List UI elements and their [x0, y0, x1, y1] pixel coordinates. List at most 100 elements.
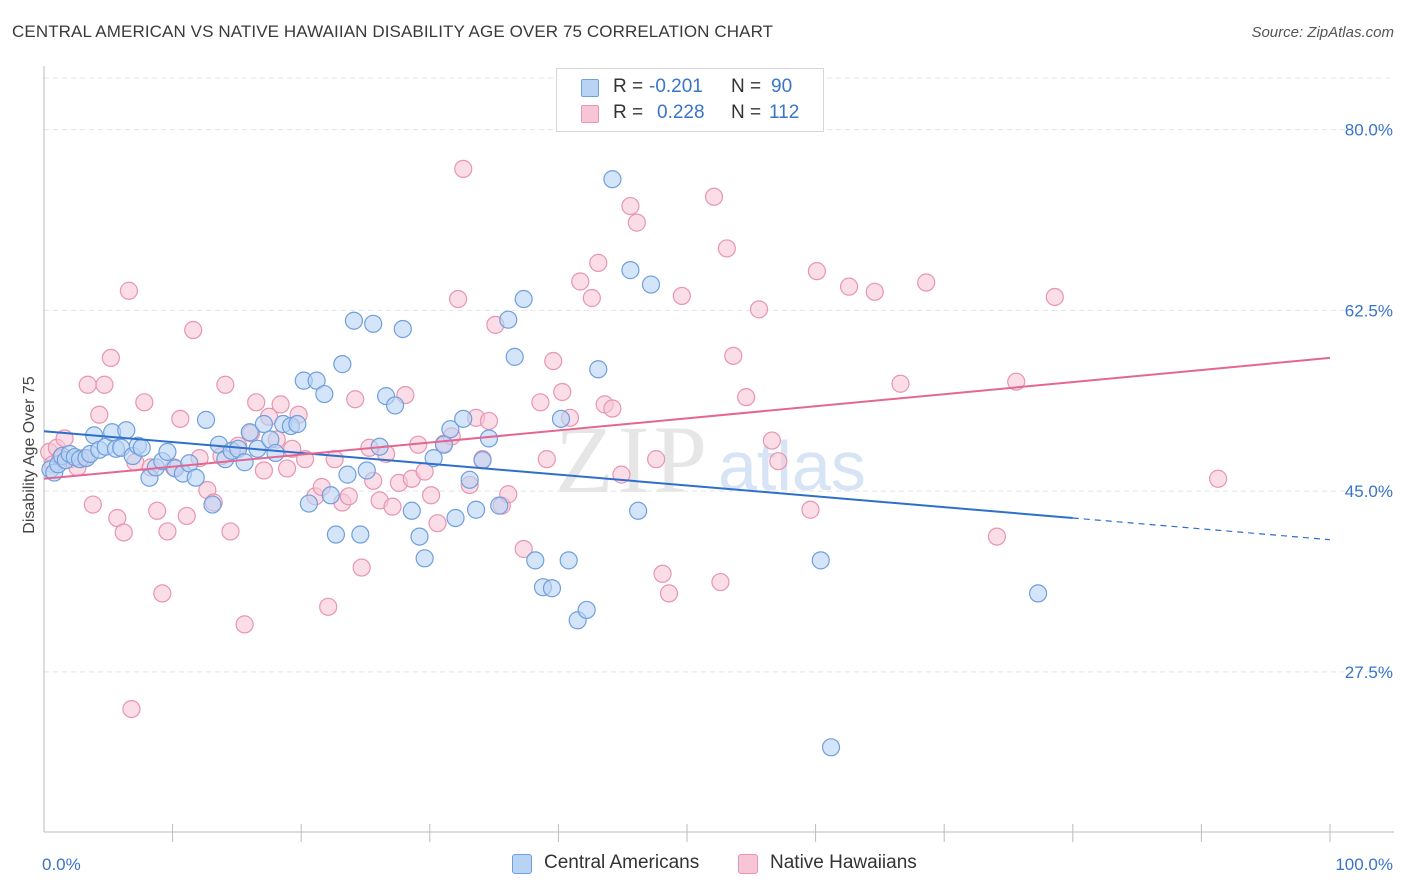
data-point: [724, 346, 743, 365]
data-point: [582, 288, 601, 308]
data-point: [307, 371, 326, 390]
data-point: [171, 409, 190, 428]
data-point: [415, 549, 434, 568]
data-point: [811, 551, 830, 570]
data-point: [653, 564, 672, 583]
y-axis-label: Disability Age Over 75: [21, 376, 38, 534]
data-point: [254, 461, 274, 480]
data-point: [1028, 584, 1048, 603]
legend-r-value: 0.228: [657, 102, 705, 123]
legend-row-native-hawaiians: R = 0.228 N = 112: [557, 101, 823, 127]
data-point: [672, 286, 691, 306]
trend-line-central-americans-extension: [1072, 517, 1331, 541]
data-point: [762, 431, 781, 450]
data-point: [473, 451, 492, 470]
chart-title: CENTRAL AMERICAN VS NATIVE HAWAIIAN DISA…: [12, 22, 774, 41]
data-point: [434, 435, 454, 454]
trend-line-central-americans: [43, 430, 1073, 520]
data-point: [577, 600, 596, 620]
data-point: [247, 393, 266, 412]
data-point: [315, 384, 334, 404]
data-point: [385, 396, 405, 415]
data-point: [410, 527, 429, 546]
data-point: [821, 738, 841, 757]
data-point: [807, 262, 826, 281]
data-point: [235, 615, 254, 634]
x-tick-labels: 0.0% 100.0%: [42, 855, 1393, 874]
data-point: [505, 347, 524, 366]
data-point: [288, 414, 307, 434]
data-point: [83, 495, 102, 514]
data-point: [78, 375, 97, 394]
data-point: [559, 551, 578, 570]
data-point: [544, 351, 563, 371]
data-point: [621, 196, 640, 216]
data-point: [364, 314, 383, 333]
data-point: [839, 277, 859, 296]
legend-n-label: N =: [731, 102, 762, 123]
legend-r-value: -0.201: [649, 76, 703, 97]
data-point: [321, 486, 340, 505]
data-point: [801, 500, 820, 519]
data-point: [551, 409, 571, 428]
legend-n-label: N =: [731, 76, 762, 97]
legend-label: Native Hawaiians: [770, 852, 917, 873]
data-point: [446, 508, 465, 528]
data-point: [216, 375, 235, 394]
legend-label: Central Americans: [544, 852, 700, 873]
data-point: [629, 501, 648, 520]
data-point: [441, 420, 460, 439]
data-point: [235, 453, 254, 472]
x-tick-label: 0.0%: [42, 855, 81, 874]
data-point: [117, 421, 136, 440]
data-point: [186, 468, 205, 487]
data-point: [196, 410, 216, 429]
watermark-atlas: atlas: [718, 427, 866, 505]
data-point: [424, 448, 443, 468]
data-point: [571, 272, 590, 291]
x-tick-label: 100.0%: [1335, 855, 1393, 874]
data-point: [1045, 287, 1064, 307]
data-point: [148, 501, 167, 520]
data-point: [603, 399, 622, 418]
legend-row-central-americans: R = -0.201 N = 90: [557, 75, 823, 101]
data-point: [987, 527, 1007, 546]
data-point: [711, 572, 730, 592]
data-point: [240, 423, 259, 442]
data-point: [177, 506, 196, 526]
data-point: [402, 501, 421, 520]
data-point: [339, 487, 358, 506]
data-point: [717, 239, 736, 258]
data-point: [114, 523, 133, 542]
data-point: [454, 159, 473, 178]
data-point: [1209, 469, 1228, 488]
data-point: [531, 393, 550, 412]
watermark-zip: ZIP: [555, 406, 711, 513]
data-point: [641, 275, 661, 294]
data-point: [659, 584, 679, 603]
data-point: [383, 497, 402, 516]
data-point: [589, 253, 608, 272]
source-credit: Source: ZipAtlas.com: [1251, 24, 1394, 41]
data-point: [621, 261, 640, 280]
y-tick-labels: 27.5% 45.0% 62.5% 80.0%: [1345, 121, 1393, 682]
data-point: [326, 525, 346, 544]
data-point: [352, 558, 371, 577]
data-point: [132, 438, 151, 457]
data-point: [319, 597, 338, 616]
data-point: [865, 282, 884, 301]
data-point: [266, 443, 285, 463]
data-point: [589, 360, 608, 379]
data-point: [1007, 372, 1026, 391]
data-point: [351, 525, 370, 544]
data-point: [122, 699, 141, 719]
data-point: [514, 289, 533, 309]
data-point: [737, 388, 756, 407]
data-point: [460, 470, 479, 489]
y-tick-label: 27.5%: [1345, 663, 1393, 682]
legend-swatch-pink: [738, 854, 758, 874]
data-point: [553, 382, 572, 402]
data-point: [421, 486, 441, 505]
data-point: [90, 405, 109, 424]
